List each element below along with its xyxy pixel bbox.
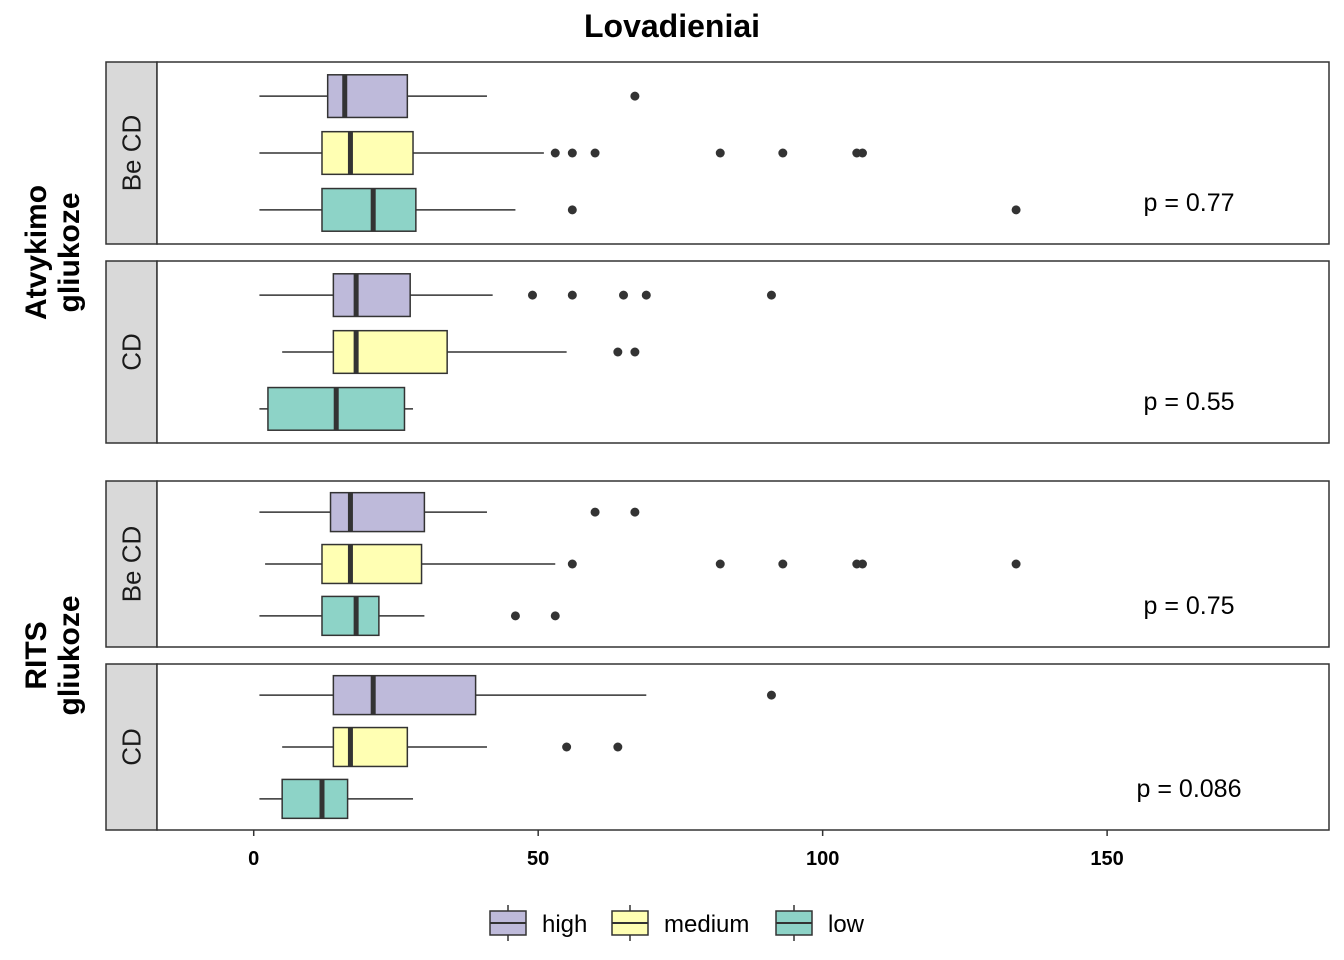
legend-label: low xyxy=(828,911,865,938)
box-medium xyxy=(282,726,623,768)
outlier-point xyxy=(857,559,867,569)
outlier-point xyxy=(567,290,577,300)
box-medium xyxy=(259,130,867,176)
facet-strip xyxy=(105,260,158,444)
box-iqr xyxy=(321,543,423,585)
row-group-title: RITSgliukoze xyxy=(20,595,86,715)
row-group-title-line: Atvykimo xyxy=(20,185,53,320)
row-group-title: Atvykimogliukoze xyxy=(20,185,86,320)
p-value-label: p = 0.77 xyxy=(1143,189,1234,217)
x-tick-label: 100 xyxy=(806,848,839,870)
box-iqr xyxy=(332,674,477,716)
box-iqr xyxy=(332,329,448,375)
facet-panel: Be CD p = 0.75 xyxy=(105,480,1330,648)
box-iqr xyxy=(321,187,417,232)
box-iqr xyxy=(326,74,409,119)
outlier-point xyxy=(857,148,867,158)
legend-item-medium: medium xyxy=(611,905,749,941)
box-low xyxy=(259,595,560,637)
outlier-point xyxy=(550,148,560,158)
row-group-title-line: RITS xyxy=(20,621,53,689)
facet-panel: CD p = 0.086 xyxy=(105,663,1330,831)
outlier-point xyxy=(630,91,640,101)
box-iqr xyxy=(321,595,380,637)
x-tick-label: 0 xyxy=(248,848,259,870)
box-low xyxy=(259,187,1021,232)
legend-item-low: low xyxy=(775,905,865,941)
p-value-label: p = 0.55 xyxy=(1143,388,1234,416)
outlier-point xyxy=(590,148,600,158)
facet-strip-label: Be CD xyxy=(117,115,147,192)
panel-border xyxy=(156,663,1330,831)
box-high xyxy=(259,74,640,119)
outlier-point xyxy=(613,347,623,357)
box-low xyxy=(259,386,414,431)
outlier-point xyxy=(630,507,640,517)
outlier-point xyxy=(766,690,776,700)
legend-label: medium xyxy=(664,911,749,938)
outlier-point xyxy=(766,290,776,300)
outlier-point xyxy=(590,507,600,517)
outlier-point xyxy=(778,559,788,569)
facet-strip xyxy=(105,480,158,648)
box-high xyxy=(259,491,640,533)
row-group-title-line: gliukoze xyxy=(53,595,86,715)
outlier-point xyxy=(562,742,572,752)
facet-strip-label: Be CD xyxy=(117,526,147,603)
box-iqr xyxy=(281,778,349,820)
box-iqr xyxy=(332,726,409,768)
box-low xyxy=(259,778,414,820)
box-iqr xyxy=(329,491,426,533)
x-tick-label: 50 xyxy=(527,848,549,870)
facet-strip xyxy=(105,61,158,245)
legend-label: high xyxy=(542,911,587,938)
outlier-point xyxy=(567,205,577,215)
facet-panel: Be CD p = 0.77 xyxy=(105,61,1330,245)
outlier-point xyxy=(715,559,725,569)
box-iqr xyxy=(332,273,411,318)
p-value-label: p = 0.086 xyxy=(1137,775,1242,803)
outlier-point xyxy=(778,148,788,158)
box-high xyxy=(259,674,776,716)
outlier-point xyxy=(567,559,577,569)
panel-border xyxy=(156,480,1330,648)
chart-title: Lovadieniai xyxy=(584,8,760,44)
outlier-point xyxy=(641,290,651,300)
x-tick-label: 150 xyxy=(1090,848,1123,870)
outlier-point xyxy=(1011,205,1021,215)
p-value-label: p = 0.75 xyxy=(1143,592,1234,620)
panel-border xyxy=(156,260,1330,444)
facet-panel: CD p = 0.55 xyxy=(105,260,1330,444)
outlier-point xyxy=(619,290,629,300)
box-medium xyxy=(265,543,1021,585)
outlier-point xyxy=(567,148,577,158)
outlier-point xyxy=(510,611,520,621)
outlier-point xyxy=(715,148,725,158)
legend: high medium low xyxy=(489,905,865,941)
outlier-point xyxy=(527,290,537,300)
box-medium xyxy=(282,329,640,375)
facet-strip-label: CD xyxy=(117,333,147,371)
box-iqr xyxy=(321,130,414,176)
x-axis: 0 50 100 150 xyxy=(248,830,1124,870)
legend-item-high: high xyxy=(489,905,587,941)
outlier-point xyxy=(1011,559,1021,569)
row-group-title-line: gliukoze xyxy=(53,192,86,312)
outlier-point xyxy=(630,347,640,357)
panel-border xyxy=(156,61,1330,245)
outlier-point xyxy=(550,611,560,621)
box-high xyxy=(259,273,776,318)
facet-strip-label: CD xyxy=(117,728,147,766)
outlier-point xyxy=(613,742,623,752)
